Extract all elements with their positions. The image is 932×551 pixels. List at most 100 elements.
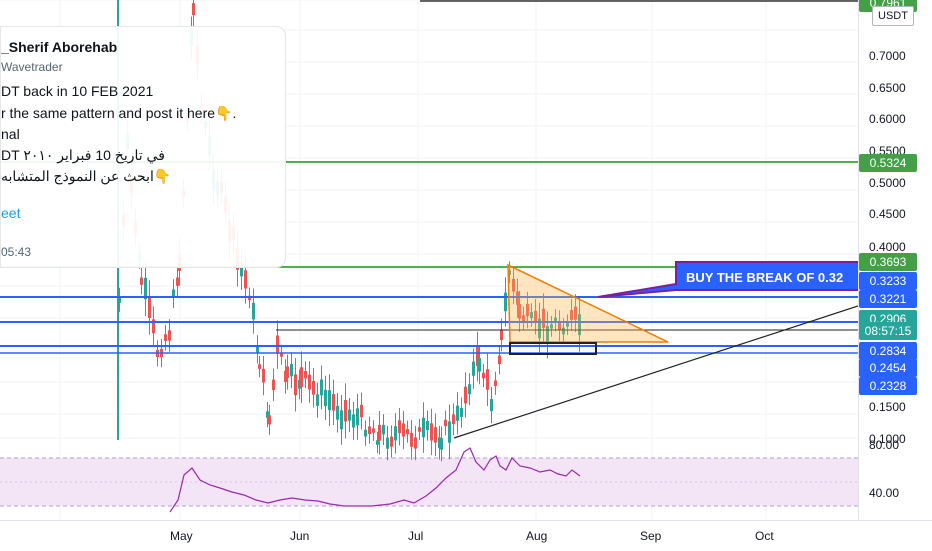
candle-body [516, 291, 519, 305]
triangle-pattern [507, 263, 669, 343]
tweet-author: _Sherif Aborehab [1, 39, 118, 55]
candle-body [414, 437, 417, 449]
candle-body [452, 414, 455, 425]
candle-body [356, 408, 359, 426]
currency-selector[interactable]: USDT [872, 6, 914, 26]
candle-body [418, 427, 421, 432]
tweet-link[interactable]: eet [1, 205, 21, 221]
candle-body [550, 324, 553, 329]
candle-body [284, 370, 287, 383]
candle-body [500, 329, 503, 341]
candle-body [578, 314, 581, 336]
tweet-line-5: ابحث عن النموذج المتشابه👇 [1, 168, 172, 184]
candle-body [478, 358, 481, 372]
candle-body [336, 405, 339, 420]
candle-body [352, 414, 355, 428]
candle-body [262, 368, 265, 383]
tweet-line-4: DT في تاريخ 10 فبراير ٢٠١٠ [1, 147, 165, 163]
candle-body [256, 345, 259, 354]
candle-body [340, 410, 343, 430]
breakout-box [509, 342, 597, 355]
candle-body [534, 310, 537, 323]
candle-body [562, 327, 565, 335]
candle-body [144, 277, 147, 300]
price-tick: 0.7000 [869, 49, 906, 63]
candle-body [542, 308, 545, 328]
candle-body [344, 400, 347, 422]
price-badge: 0.2834 [859, 342, 917, 360]
candle-body [378, 424, 381, 441]
candle-body [406, 429, 409, 435]
price-tick: 0.5000 [869, 176, 906, 190]
candle-body [258, 364, 261, 369]
rsi-tick: 40.00 [869, 486, 900, 500]
candle-body [394, 426, 397, 441]
price-tick: 0.1000 [869, 432, 906, 446]
price-axis[interactable]: 0.7000 0.6500 0.6000 0.5500 0.5000 0.450… [858, 0, 932, 520]
price-badge: 0.5324 [859, 154, 917, 172]
rsi-tick: 80.00 [869, 438, 900, 452]
candle-body [494, 380, 497, 387]
tweet-line-1: DT back in 10 FEB 2021 [1, 83, 154, 99]
candle-body [456, 405, 459, 421]
candle-body [176, 277, 179, 286]
candle-body [530, 312, 533, 318]
price-badge: 0.3221 [859, 290, 917, 308]
rsi-line [169, 447, 581, 513]
candle-body [286, 366, 289, 378]
candle-body [570, 309, 573, 320]
candle-body [332, 393, 335, 411]
candle-body [504, 292, 507, 312]
time-label: Aug [526, 529, 548, 543]
candle-body [272, 379, 275, 390]
candle-body [490, 399, 493, 412]
price-chart[interactable] [0, 0, 858, 520]
time-label: Oct [755, 529, 774, 543]
candle-body [244, 270, 247, 289]
candle-body [152, 319, 155, 334]
price-tick: 0.4000 [869, 240, 906, 254]
candle-body [360, 404, 363, 418]
candle-body [422, 417, 425, 438]
candle-body [546, 326, 549, 344]
candle-body [434, 427, 437, 443]
candle-body [308, 374, 311, 390]
candle-body [426, 421, 429, 431]
candle-body [410, 432, 413, 447]
tweet-line-2: r the same pattern and post it here👇. [1, 105, 237, 121]
candle-body [538, 318, 541, 339]
candle-body [298, 379, 301, 389]
candle-body [444, 419, 447, 427]
candle-body [468, 384, 471, 395]
candle-body [140, 277, 143, 285]
candle-body [430, 423, 433, 441]
candle-body [554, 317, 557, 323]
candle-body [148, 296, 151, 319]
tweet-embed[interactable]: _Sherif Aborehab Wavetrader DT back in 1… [0, 26, 286, 268]
price-badge: 0.2454 [859, 359, 917, 377]
candle-body [364, 429, 367, 437]
candle-body [522, 315, 525, 322]
candle-body [290, 364, 293, 377]
candle-body [472, 361, 475, 376]
candle-body [498, 355, 501, 364]
time-label: Jul [408, 529, 424, 543]
rsi-band [0, 458, 858, 506]
time-label: Jun [290, 529, 310, 543]
price-tick: 0.6000 [869, 112, 906, 126]
price-tick: 0.6500 [869, 81, 906, 95]
break-annotation-text: BUY THE BREAK OF 0.32 [686, 270, 844, 285]
price-tick: 0.1500 [869, 400, 906, 414]
candle-body [508, 269, 511, 275]
candle-body [312, 380, 315, 395]
candle-body [252, 302, 255, 320]
candle-body [172, 289, 175, 298]
candle-body [574, 306, 577, 320]
time-axis[interactable]: May Jun Jul Aug Sep Oct [0, 520, 932, 551]
candle-body [402, 423, 405, 437]
candle-body [294, 374, 297, 396]
price-badge: 0.3693 [859, 253, 917, 271]
candle-body [518, 304, 521, 319]
candle-body [386, 437, 389, 449]
time-label: May [170, 529, 193, 543]
